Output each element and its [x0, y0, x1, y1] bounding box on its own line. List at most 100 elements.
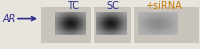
- Bar: [149, 12, 150, 13]
- Bar: [168, 12, 169, 13]
- Bar: [160, 16, 161, 17]
- Bar: [168, 29, 169, 30]
- Bar: [116, 23, 117, 24]
- Bar: [78, 16, 79, 17]
- Bar: [83, 16, 84, 17]
- Bar: [84, 19, 85, 20]
- Bar: [55, 29, 56, 30]
- Bar: [98, 29, 99, 30]
- Bar: [147, 29, 148, 30]
- Bar: [169, 30, 170, 31]
- Bar: [60, 20, 61, 21]
- Bar: [158, 30, 159, 31]
- Bar: [167, 13, 168, 14]
- Bar: [155, 33, 156, 34]
- Bar: [174, 17, 175, 18]
- Bar: [152, 34, 153, 35]
- Bar: [169, 28, 170, 29]
- Bar: [75, 26, 76, 27]
- Bar: [123, 18, 124, 19]
- Bar: [176, 12, 177, 13]
- Bar: [177, 14, 178, 15]
- Bar: [145, 28, 146, 29]
- Bar: [159, 21, 160, 22]
- Bar: [101, 20, 102, 21]
- Bar: [84, 30, 85, 31]
- Bar: [177, 25, 178, 26]
- Bar: [124, 33, 125, 34]
- Bar: [110, 21, 111, 22]
- Bar: [101, 34, 102, 35]
- Bar: [82, 20, 83, 21]
- Bar: [113, 18, 114, 19]
- Bar: [62, 18, 63, 19]
- Bar: [120, 31, 121, 32]
- Bar: [66, 24, 67, 25]
- Bar: [145, 19, 146, 20]
- Bar: [164, 19, 165, 20]
- Bar: [163, 19, 164, 20]
- Bar: [123, 29, 124, 30]
- Bar: [156, 13, 157, 14]
- Bar: [55, 33, 56, 34]
- Bar: [84, 21, 85, 22]
- Bar: [75, 29, 76, 30]
- Bar: [71, 17, 72, 18]
- Bar: [98, 14, 99, 15]
- Bar: [111, 22, 112, 23]
- Bar: [147, 25, 148, 26]
- Bar: [117, 28, 118, 29]
- Bar: [157, 20, 158, 21]
- Bar: [106, 24, 107, 25]
- Bar: [116, 21, 117, 22]
- Bar: [124, 34, 125, 35]
- Bar: [67, 26, 68, 27]
- Bar: [65, 17, 66, 18]
- Bar: [161, 23, 162, 24]
- Bar: [110, 32, 111, 33]
- Bar: [167, 18, 168, 19]
- Bar: [152, 21, 153, 22]
- Bar: [121, 26, 122, 27]
- Bar: [114, 29, 115, 30]
- Bar: [71, 27, 72, 28]
- Bar: [107, 24, 108, 25]
- Bar: [138, 16, 139, 17]
- Bar: [151, 32, 152, 33]
- Bar: [59, 20, 60, 21]
- Bar: [148, 28, 149, 29]
- Bar: [115, 29, 116, 30]
- Bar: [74, 22, 75, 23]
- Bar: [141, 23, 142, 24]
- Bar: [148, 19, 149, 20]
- Bar: [173, 29, 174, 30]
- Bar: [96, 15, 97, 16]
- Bar: [105, 23, 106, 24]
- Bar: [81, 27, 82, 28]
- Bar: [177, 34, 178, 35]
- Bar: [76, 26, 77, 27]
- Bar: [59, 34, 60, 35]
- Bar: [161, 16, 162, 17]
- Bar: [168, 24, 169, 25]
- Bar: [125, 17, 126, 18]
- Bar: [149, 14, 150, 15]
- Bar: [60, 32, 61, 33]
- Bar: [70, 25, 71, 26]
- Bar: [165, 18, 166, 19]
- Bar: [160, 22, 161, 23]
- Bar: [99, 18, 100, 19]
- Bar: [175, 31, 176, 32]
- Bar: [151, 22, 152, 23]
- Bar: [58, 21, 59, 22]
- Bar: [163, 20, 164, 21]
- Bar: [158, 23, 159, 24]
- Bar: [144, 26, 145, 27]
- Bar: [68, 27, 69, 28]
- Bar: [139, 17, 140, 18]
- Bar: [170, 19, 171, 20]
- Bar: [148, 15, 149, 16]
- Bar: [63, 17, 64, 18]
- Bar: [111, 34, 112, 35]
- Bar: [174, 33, 175, 34]
